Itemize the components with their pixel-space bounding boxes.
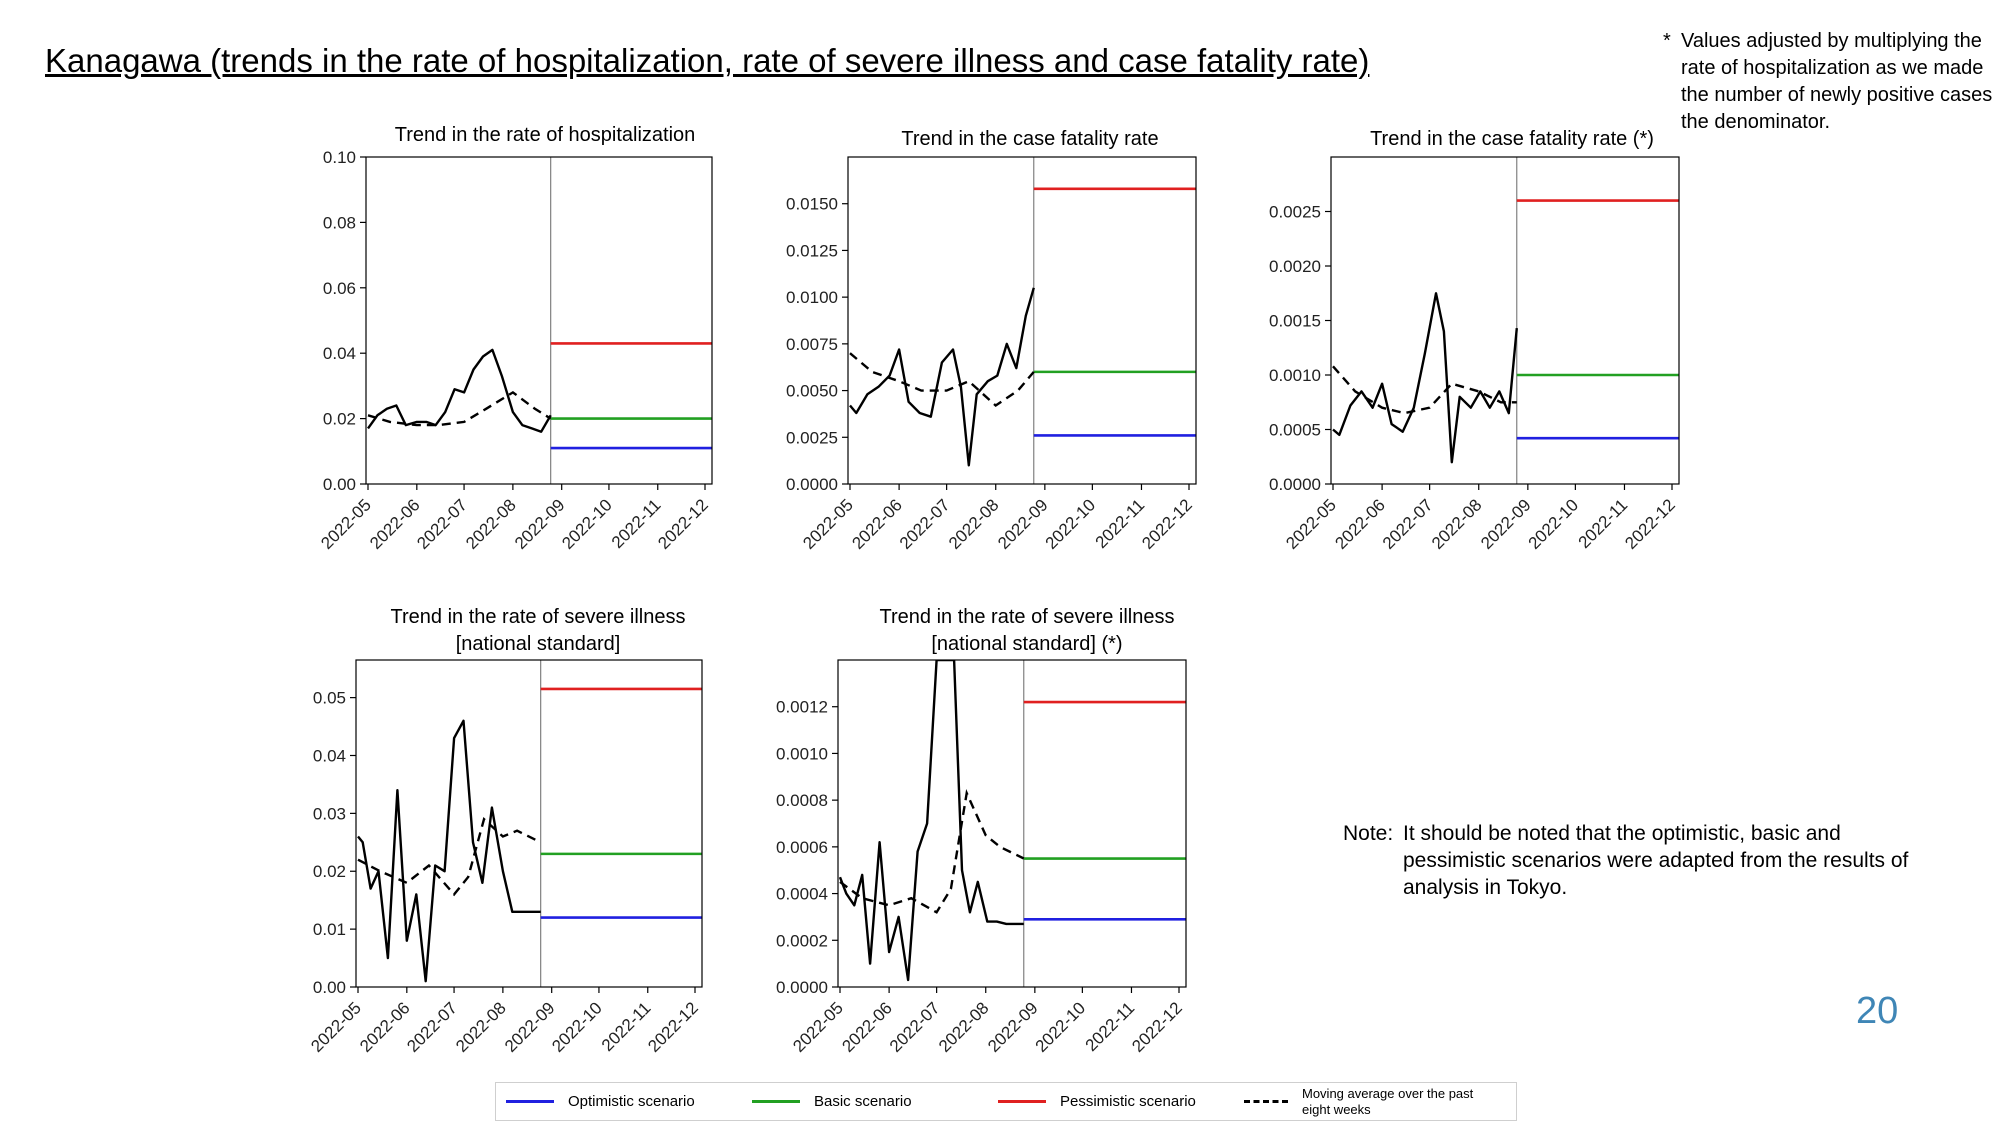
plot-frame bbox=[837, 659, 1187, 988]
y-tick-label: 0.0100 bbox=[786, 288, 838, 307]
plot-frame bbox=[355, 659, 703, 988]
legend: Optimistic scenario Basic scenario Pessi… bbox=[495, 1082, 1517, 1121]
y-tick-label: 0.0125 bbox=[786, 241, 838, 260]
x-tick-label: 2022-08 bbox=[935, 998, 993, 1056]
footnote-text: Values adjusted by multiplying the rate … bbox=[1681, 30, 1993, 133]
y-tick-label: 0.0012 bbox=[776, 698, 828, 717]
chart-title: Trend in the rate of hospitalization bbox=[395, 124, 696, 146]
legend-swatch-basic bbox=[752, 1100, 800, 1103]
chart-title: Trend in the rate of severe illness bbox=[880, 606, 1175, 628]
chart-title: Trend in the case fatality rate (*) bbox=[1370, 128, 1654, 150]
x-tick-label: 2022-11 bbox=[1082, 998, 1139, 1055]
chart-subtitle: [national standard] (*) bbox=[931, 633, 1122, 655]
note-text: It should be noted that the optimistic, … bbox=[1403, 822, 1909, 899]
x-tick-label: 2022-09 bbox=[984, 998, 1042, 1056]
x-tick-label: 2022-06 bbox=[838, 998, 896, 1056]
y-tick-label: 0.01 bbox=[313, 920, 346, 939]
y-tick-label: 0.05 bbox=[313, 689, 346, 708]
chart-title: Trend in the case fatality rate bbox=[901, 128, 1158, 150]
legend-label-moving-average: Moving average over the past eight weeks bbox=[1302, 1085, 1474, 1117]
y-tick-label: 0.0005 bbox=[1269, 421, 1321, 440]
y-tick-label: 0.08 bbox=[323, 213, 356, 232]
y-tick-label: 0.00 bbox=[313, 978, 346, 997]
series-group bbox=[367, 348, 552, 433]
y-tick-label: 0.03 bbox=[313, 804, 346, 823]
y-tick-label: 0.0010 bbox=[776, 744, 828, 763]
series-group bbox=[1332, 292, 1518, 464]
x-tick-label: 2022-12 bbox=[1128, 998, 1186, 1056]
moving-average-series bbox=[849, 352, 1035, 408]
page-number: 20 bbox=[1856, 990, 1899, 1032]
plot-frame bbox=[365, 156, 713, 485]
note-label: Note: bbox=[1343, 822, 1394, 845]
x-tick-label: 2022-07 bbox=[886, 998, 944, 1056]
y-tick-label: 0.02 bbox=[323, 410, 356, 429]
y-tick-label: 0.04 bbox=[323, 344, 356, 363]
y-tick-label: 0.0000 bbox=[776, 978, 828, 997]
series-group bbox=[849, 287, 1035, 467]
series-group bbox=[357, 719, 542, 983]
legend-item-optimistic: Optimistic scenario bbox=[506, 1083, 695, 1120]
footnote-mark: * bbox=[1663, 30, 1671, 52]
y-tick-label: 0.0000 bbox=[786, 475, 838, 494]
observed-series bbox=[838, 660, 1024, 982]
y-tick-label: 0.04 bbox=[313, 746, 346, 765]
legend-label-optimistic: Optimistic scenario bbox=[568, 1093, 695, 1110]
x-tick-label: 2022-10 bbox=[1032, 998, 1090, 1056]
observed-series bbox=[1332, 292, 1518, 464]
plot-frame bbox=[847, 156, 1197, 485]
legend-item-pessimistic: Pessimistic scenario bbox=[998, 1083, 1196, 1120]
observed-series bbox=[367, 348, 552, 433]
legend-swatch-pessimistic bbox=[998, 1100, 1046, 1103]
plot-frame bbox=[1330, 156, 1680, 485]
legend-item-basic: Basic scenario bbox=[752, 1083, 912, 1120]
moving-average-series bbox=[839, 788, 1025, 914]
x-tick-label: 2022-05 bbox=[789, 998, 847, 1056]
footnote: * Values adjusted by multiplying the rat… bbox=[1663, 28, 1993, 136]
moving-average-series bbox=[367, 390, 552, 427]
note: Note: It should be noted that the optimi… bbox=[1343, 820, 1943, 901]
moving-average-series bbox=[1332, 365, 1517, 415]
y-tick-label: 0.0025 bbox=[786, 428, 838, 447]
y-tick-label: 0.0015 bbox=[1269, 312, 1321, 331]
y-tick-label: 0.0025 bbox=[1269, 203, 1321, 222]
legend-item-moving-average: Moving average over the past eight weeks bbox=[1244, 1083, 1502, 1120]
y-tick-label: 0.0010 bbox=[1269, 366, 1321, 385]
observed-series bbox=[357, 719, 541, 983]
legend-label-pessimistic: Pessimistic scenario bbox=[1060, 1093, 1196, 1110]
chart-subtitle: [national standard] bbox=[456, 633, 621, 655]
page-title: Kanagawa (trends in the rate of hospital… bbox=[45, 42, 1370, 79]
y-tick-label: 0.0020 bbox=[1269, 257, 1321, 276]
y-tick-label: 0.0000 bbox=[1269, 475, 1321, 494]
y-tick-label: 0.10 bbox=[323, 148, 356, 167]
legend-label-basic: Basic scenario bbox=[814, 1093, 912, 1110]
y-tick-label: 0.0006 bbox=[776, 838, 828, 857]
observed-series bbox=[849, 287, 1035, 467]
y-tick-label: 0.0075 bbox=[786, 335, 838, 354]
y-tick-label: 0.02 bbox=[313, 862, 346, 881]
series-group bbox=[838, 660, 1025, 982]
legend-swatch-moving-average bbox=[1244, 1100, 1288, 1103]
legend-swatch-optimistic bbox=[506, 1100, 554, 1103]
chart-title: Trend in the rate of severe illness bbox=[391, 606, 686, 628]
y-tick-label: 0.06 bbox=[323, 279, 356, 298]
y-tick-label: 0.0150 bbox=[786, 195, 838, 214]
y-tick-label: 0.0004 bbox=[776, 885, 828, 904]
y-tick-label: 0.0050 bbox=[786, 382, 838, 401]
y-tick-label: 0.0008 bbox=[776, 791, 828, 810]
y-tick-label: 0.0002 bbox=[776, 931, 828, 950]
y-tick-label: 0.00 bbox=[323, 475, 356, 494]
